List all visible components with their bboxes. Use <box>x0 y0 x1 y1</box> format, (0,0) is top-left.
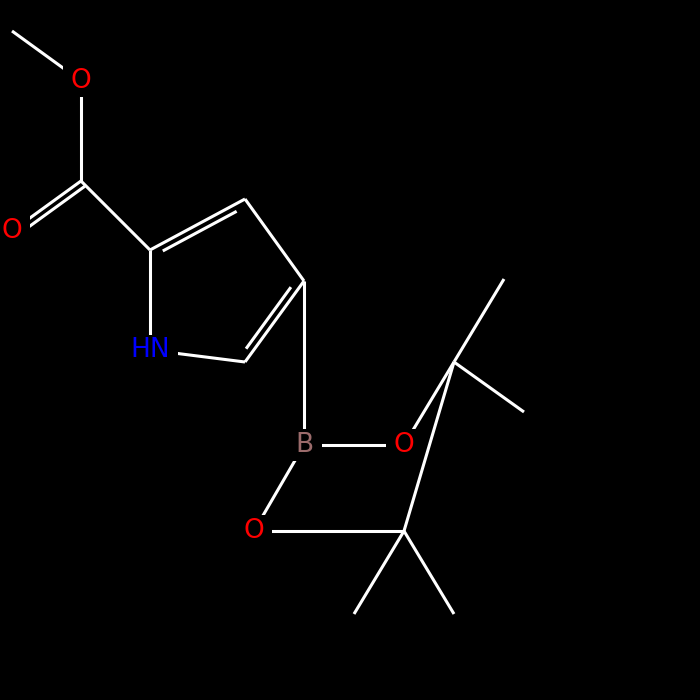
Text: HN: HN <box>130 337 170 363</box>
Text: B: B <box>295 432 313 458</box>
Text: O: O <box>71 68 92 94</box>
Text: O: O <box>393 432 414 458</box>
FancyBboxPatch shape <box>236 515 272 547</box>
Text: O: O <box>244 518 265 544</box>
FancyBboxPatch shape <box>286 429 322 461</box>
FancyBboxPatch shape <box>63 65 99 97</box>
FancyBboxPatch shape <box>386 429 422 461</box>
FancyBboxPatch shape <box>122 335 178 365</box>
Text: O: O <box>1 218 22 244</box>
FancyBboxPatch shape <box>0 215 30 247</box>
